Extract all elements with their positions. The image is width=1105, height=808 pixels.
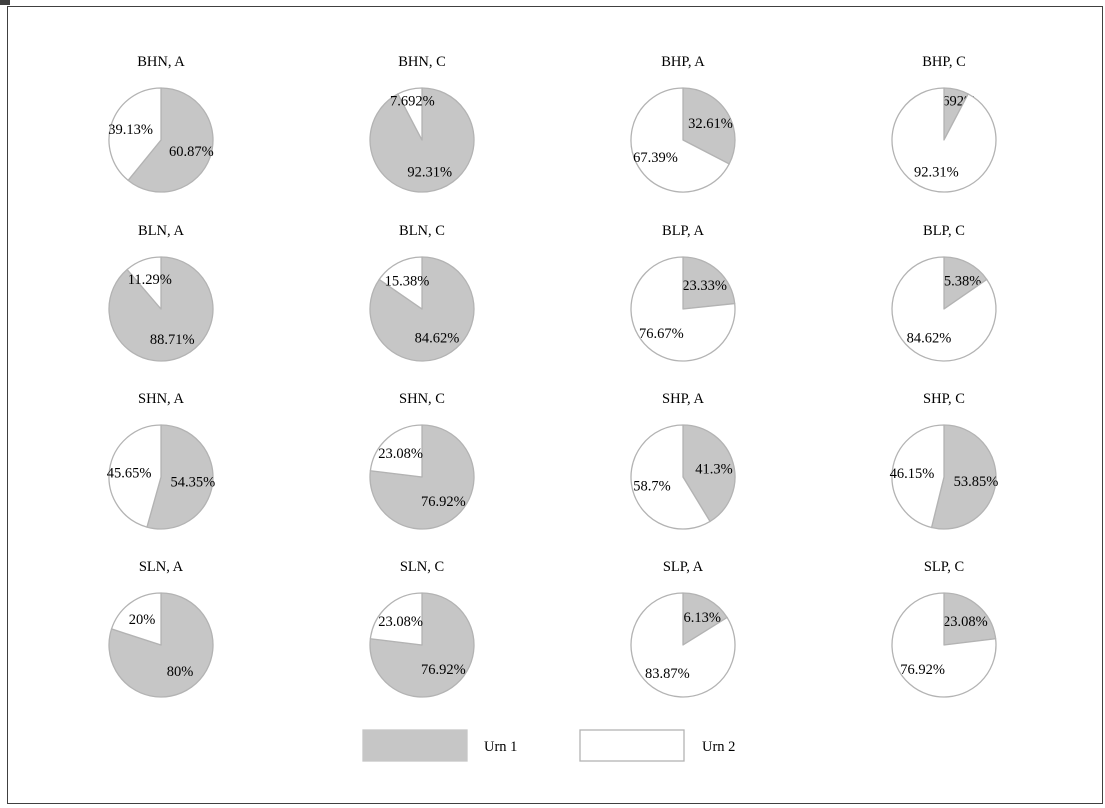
slice-label: 32.61% <box>688 116 733 132</box>
legend-label-urn-1: Urn 1 <box>484 739 517 755</box>
pie-shn-c: SHN, C 76.92% 23.08% <box>369 391 475 530</box>
pie-bhn-c: BHN, C 92.31% 7.692% <box>369 54 475 193</box>
pie-title: SLP, C <box>924 559 964 575</box>
legend-swatch-urn-2 <box>579 729 685 762</box>
slice-urn-2 <box>891 87 997 193</box>
pie-chart-grid: BHN, A 60.87% 39.13% BHN, C 92.31% 7.692% BHP,… <box>107 54 999 762</box>
slice-label: 58.7% <box>633 479 670 495</box>
slice-label: 67.39% <box>633 150 678 166</box>
slice-urn-1 <box>930 424 997 530</box>
slice-urn-1 <box>369 592 475 698</box>
pie-title: SHN, C <box>399 391 445 407</box>
pie-sln-c: SLN, C 76.92% 23.08% <box>369 559 475 698</box>
pie-bln-a: BLN, A 88.71% 11.29% <box>108 223 214 362</box>
slice-urn-2 <box>630 424 711 530</box>
slice-label: 41.3% <box>695 461 732 477</box>
corner-mark <box>0 0 10 5</box>
pie-title: BHP, C <box>922 54 966 70</box>
slice-urn-1 <box>682 592 728 646</box>
slice-label: 76.67% <box>639 326 684 342</box>
pie-slp-a: SLP, A 16.13% 83.87% <box>630 559 736 698</box>
slice-urn-1 <box>682 256 736 310</box>
slice-label: 20% <box>129 612 156 628</box>
pie-title: BLN, A <box>138 223 184 239</box>
slice-label: 23.08% <box>378 446 423 462</box>
pie-title: BLP, C <box>923 223 965 239</box>
pie-title: BLP, A <box>662 223 704 239</box>
slice-urn-1 <box>127 87 214 193</box>
pie-blp-a: BLP, A 23.33% 76.67% <box>630 223 736 362</box>
slice-label: 23.33% <box>682 278 727 294</box>
slice-urn-2 <box>369 424 423 478</box>
pie-title: SLN, A <box>139 559 184 575</box>
slice-urn-1 <box>146 424 214 530</box>
slice-urn-2 <box>126 256 162 310</box>
pie-shp-c: SHP, C 53.85% 46.15% <box>890 391 999 530</box>
pie-title: SHP, C <box>923 391 965 407</box>
slice-label: 15.38% <box>937 274 982 290</box>
pie-bln-c: BLN, C 84.62% 15.38% <box>369 223 475 362</box>
slice-urn-2 <box>891 592 997 698</box>
slice-urn-2 <box>108 87 162 181</box>
pie-blp-c: BLP, C 15.38% 84.62% <box>891 223 997 362</box>
slice-label: 80% <box>167 664 194 680</box>
pie-bhn-a: BHN, A 60.87% 39.13% <box>108 54 214 193</box>
pie-title: BHN, C <box>398 54 446 70</box>
pie-title: SHN, A <box>138 391 184 407</box>
slice-urn-2 <box>378 256 423 310</box>
slice-label: 54.35% <box>171 474 216 490</box>
pie-title: BLN, C <box>399 223 445 239</box>
pie-bhp-c: BHP, C7.692%92.31% <box>891 54 997 193</box>
legend: Urn 1 Urn 2 <box>362 729 735 762</box>
pie-title: BHN, A <box>137 54 185 70</box>
slice-urn-1 <box>369 424 475 530</box>
slice-label: 16.13% <box>676 610 721 626</box>
pie-bhp-a: BHP, A 32.61% 67.39% <box>630 54 736 193</box>
slice-label: 92.31% <box>407 164 452 180</box>
slice-urn-2 <box>891 424 945 529</box>
slice-label: 23.08% <box>943 614 988 630</box>
slice-urn-2 <box>630 592 736 698</box>
slice-urn-1 <box>943 256 988 310</box>
pie-title: BHP, A <box>661 54 705 70</box>
slice-urn-2 <box>369 592 423 646</box>
legend-label-urn-2: Urn 2 <box>702 739 735 755</box>
pie-shp-a: SHP, A 41.3% 58.7% <box>630 391 736 530</box>
slice-urn-1 <box>682 87 736 165</box>
slice-label: 11.29% <box>128 272 172 288</box>
legend-swatch-urn-1 <box>362 729 468 762</box>
pie-title: SLN, C <box>400 559 444 575</box>
pie-title: SLP, A <box>663 559 704 575</box>
slice-label: 76.92% <box>421 494 466 510</box>
slice-label: 84.62% <box>415 331 460 347</box>
slice-urn-2 <box>110 592 162 646</box>
slice-label: 7.692% <box>390 94 435 110</box>
slice-urn-2 <box>630 256 736 362</box>
pie-sln-a: SLN, A 80% 20% <box>108 559 214 698</box>
slice-label: 60.87% <box>169 144 214 160</box>
slice-label: 83.87% <box>645 666 690 682</box>
slice-label: 76.92% <box>900 662 945 678</box>
slice-label: 39.13% <box>108 122 153 138</box>
slice-label: 15.38% <box>385 274 430 290</box>
pie-title: SHP, A <box>662 391 704 407</box>
slice-urn-2 <box>108 424 162 528</box>
slice-label: 76.92% <box>421 662 466 678</box>
slice-urn-2 <box>630 87 730 193</box>
slice-label: 84.62% <box>907 331 952 347</box>
slice-label: 23.08% <box>378 614 423 630</box>
slice-urn-2 <box>891 256 997 362</box>
slice-label: 45.65% <box>107 466 152 482</box>
slice-urn-1 <box>943 592 997 646</box>
slice-label: 88.71% <box>150 332 195 348</box>
pie-slp-c: SLP, C 23.08% 76.92% <box>891 559 997 698</box>
slice-label: 92.31% <box>914 164 959 180</box>
figure-frame: BHN, A 60.87% 39.13% BHN, C 92.31% 7.692% BHP,… <box>7 6 1103 804</box>
pie-shn-a: SHN, A 54.35% 45.65% <box>107 391 216 530</box>
slice-label: 53.85% <box>954 474 999 490</box>
slice-label: 46.15% <box>890 466 935 482</box>
slice-urn-2 <box>397 87 423 141</box>
